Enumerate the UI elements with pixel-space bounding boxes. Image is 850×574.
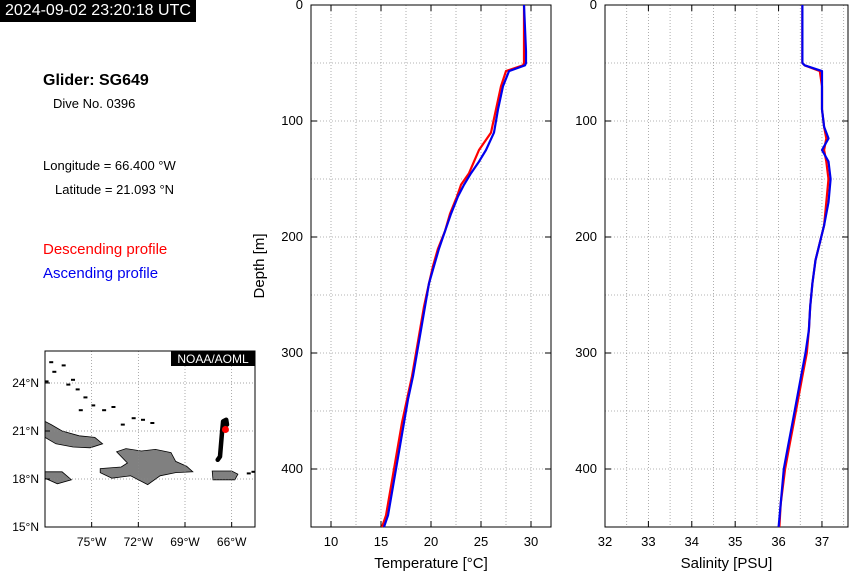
- map-islet: [102, 409, 107, 412]
- map-islet: [78, 409, 83, 412]
- map-lon-label: 72°W: [124, 535, 154, 549]
- salinity-xtick-label: 35: [728, 534, 742, 549]
- salinity-xtick-label: 32: [598, 534, 612, 549]
- salinity-ytick-label: 0: [590, 0, 597, 12]
- temperature-ytick-label: 100: [281, 113, 303, 128]
- map-credit-label: NOAA/AOML: [177, 352, 249, 366]
- salinity-xtick-label: 36: [771, 534, 785, 549]
- latitude-readout: Latitude = 21.093 °N: [55, 182, 175, 197]
- legend-ascending: Ascending profile: [43, 265, 159, 282]
- map-lat-label: 15°N: [12, 520, 39, 534]
- cuba-land: [44, 420, 104, 449]
- map-lat-label: 18°N: [12, 472, 39, 486]
- map-lat-label: 24°N: [12, 376, 39, 390]
- map-islet: [141, 418, 145, 421]
- salinity-ascending-line: [777, 5, 832, 528]
- longitude-readout: Longitude = 66.400 °W: [43, 158, 176, 173]
- temperature-xtick-label: 25: [474, 534, 488, 549]
- temperature-ytick-label: 300: [281, 345, 303, 360]
- timestamp-label: 2024-09-02 23:20:18 UTC: [0, 0, 196, 22]
- map-lon-label: 75°W: [77, 535, 107, 549]
- temperature-xtick-label: 10: [324, 534, 338, 549]
- temperature-ytick-label: 400: [281, 461, 303, 476]
- map-islet: [150, 422, 155, 424]
- map-islet: [83, 396, 88, 399]
- puerto-rico-land: [211, 470, 239, 481]
- salinity-xtick-label: 37: [815, 534, 829, 549]
- map-frame: [44, 350, 256, 528]
- map-islet: [61, 364, 66, 367]
- map-islet: [44, 380, 49, 383]
- map-credit-box: [171, 351, 255, 366]
- temperature-xtick-label: 15: [374, 534, 388, 549]
- salinity-xlabel: Salinity [PSU]: [681, 555, 773, 572]
- salinity-ytick-label: 300: [575, 345, 597, 360]
- hispaniola-land: [99, 448, 194, 486]
- salinity-ytick-label: 100: [575, 113, 597, 128]
- temperature-grid: [311, 5, 551, 527]
- location-map: 75°W 72°W 69°W 66°W 24°N 21°N 18°N 15°N NOAA/AOM…: [12, 350, 256, 549]
- salinity-xtick-label: 33: [641, 534, 655, 549]
- salinity-frame: [604, 4, 849, 528]
- map-islet: [75, 388, 80, 391]
- map-lon-label: 66°W: [217, 535, 247, 549]
- map-islet: [246, 472, 251, 475]
- salinity-ytick-label: 200: [575, 229, 597, 244]
- temperature-xlabel: Temperature [°C]: [374, 555, 488, 572]
- map-lon-label: 69°W: [170, 535, 200, 549]
- temperature-ytick-label: 0: [296, 0, 303, 12]
- salinity-ytick-label: 400: [575, 461, 597, 476]
- map-islet: [111, 406, 116, 408]
- legend-descending: Descending profile: [43, 241, 168, 258]
- map-islet: [120, 423, 125, 426]
- map-islet: [49, 361, 54, 364]
- map-islet: [52, 370, 57, 373]
- map-lat-label: 21°N: [12, 424, 39, 438]
- temperature-ascending-line: [382, 4, 528, 528]
- map-islet: [66, 383, 71, 386]
- temperature-xtick-label: 20: [424, 534, 438, 549]
- glider-title: Glider: SG649: [43, 72, 149, 89]
- salinity-chart: 32 33 34 35 36 37 0 100 200 300 400 Salinity [PSU]: [575, 0, 849, 572]
- glider-track: [215, 417, 230, 463]
- map-islet: [71, 378, 75, 381]
- temperature-ytick-label: 200: [281, 229, 303, 244]
- map-islet: [131, 417, 136, 420]
- salinity-xtick-label: 34: [685, 534, 699, 549]
- dive-number: Dive No. 0396: [53, 96, 136, 111]
- temperature-ylabel: Depth [m]: [251, 233, 268, 298]
- glider-position-marker: [221, 426, 229, 434]
- temperature-xtick-label: 30: [524, 534, 538, 549]
- map-islet: [91, 404, 96, 407]
- map-islet: [251, 470, 256, 473]
- salinity-grid: [604, 5, 848, 527]
- temperature-descending-line: [380, 5, 526, 528]
